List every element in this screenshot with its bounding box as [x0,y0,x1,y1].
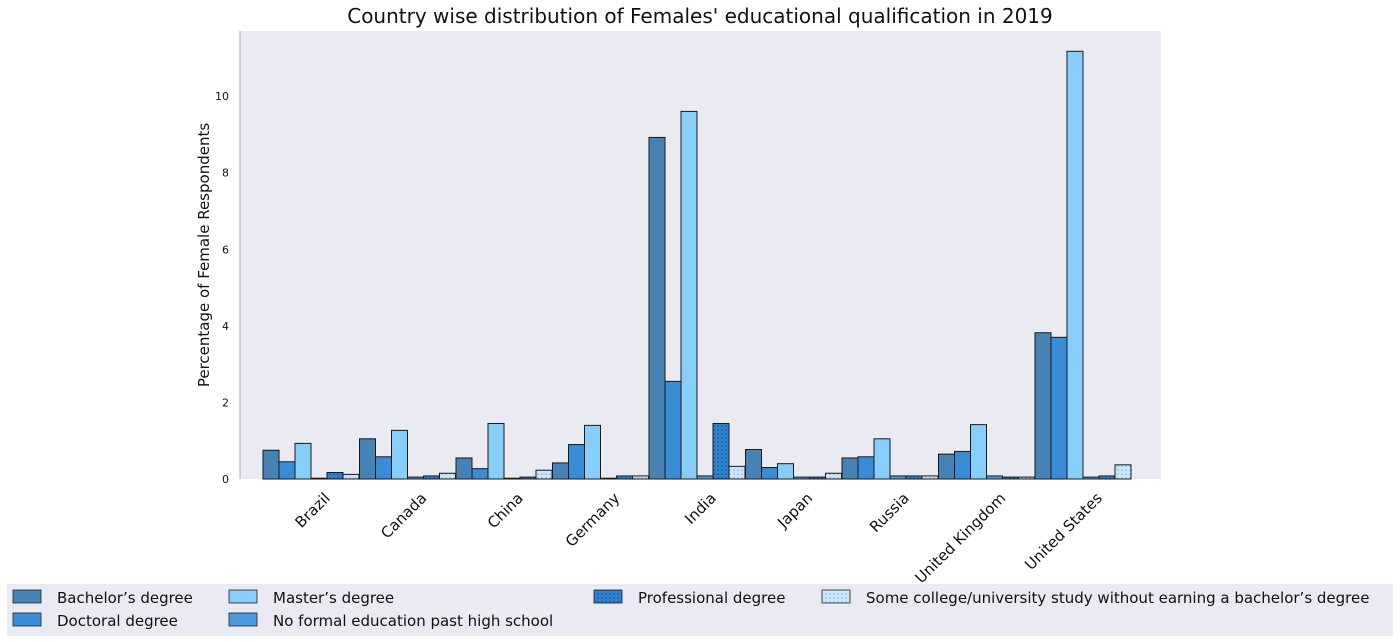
y-ticks: 0 2 4 6 8 10 [215,90,229,486]
legend-entry-bachelors: Bachelor’s degree [12,589,193,607]
bar [294,442,312,480]
y-tick-label: 4 [222,320,229,333]
bar [519,476,537,480]
bar [970,424,987,480]
x-tick-label: Germany [562,489,624,551]
x-tick-label: United Kingdom [911,489,1009,587]
bar [1002,476,1019,480]
bar [262,449,280,480]
bar [359,438,376,480]
chart-title: Country wise distribution of Females' ed… [347,4,1053,28]
x-tick-label: Japan [773,489,816,532]
x-tick-label: Brazil [292,489,334,531]
bar [568,444,585,480]
bar [535,469,553,480]
bar [375,456,392,480]
bar [921,475,939,480]
bar [326,471,344,480]
y-tick-label: 8 [222,167,229,180]
bar [825,472,842,480]
bar [873,438,891,480]
bar [841,457,859,480]
bar [423,475,440,480]
bar [905,475,923,480]
bar [600,477,617,480]
x-tick-label: Canada [377,489,430,542]
legend-entry-some-college: Some college/university study without ea… [821,589,1369,607]
bar [487,422,505,480]
bar [584,424,601,480]
bar [310,477,328,480]
bar [616,475,633,480]
legend-label-bachelors: Bachelor’s degree [57,589,193,607]
x-tick-label: India [681,489,720,528]
legend-entry-professional: Professional degree [593,589,785,607]
bar [696,475,714,480]
x-ticks: Brazil Canada China Germany India Japan Russia… [292,489,1106,587]
bar [1114,464,1132,480]
legend-swatch-some-college [821,589,851,604]
bar [745,449,762,480]
bar [857,456,875,480]
bar [986,475,1003,480]
legend-swatch-masters [228,589,258,604]
bar [1034,332,1052,480]
plot-area [240,31,1161,479]
legend-swatch-bachelors [12,589,42,604]
bar [471,468,489,480]
bar [552,462,569,480]
bar [407,476,424,480]
bar [793,476,810,480]
bar [680,110,698,480]
bar [342,473,360,480]
bar [503,477,521,480]
bar [439,472,456,480]
bar [728,465,746,480]
bar [1066,50,1084,480]
bar [1018,476,1035,480]
legend-swatch-doctoral [12,612,42,627]
y-tick-label: 0 [222,473,229,486]
legend-label-professional: Professional degree [638,589,785,607]
y-axis-label: Percentage of Female Respondents [195,123,213,388]
bar [278,461,296,480]
bar [1082,476,1100,480]
legend-label-doctoral: Doctoral degree [57,612,178,630]
bar [938,453,955,480]
y-tick-label: 6 [222,243,229,256]
legend-label-no-formal: No formal education past high school [273,612,553,630]
legend-label-some-college: Some college/university study without ea… [866,589,1369,607]
x-tick-label: Russia [866,489,913,536]
bar [648,136,666,480]
bar [761,467,778,480]
bar [712,422,730,480]
bar [777,463,794,480]
y-tick-label: 10 [215,90,229,103]
bar [954,450,971,480]
legend-entry-masters: Master’s degree [228,589,394,607]
y-tick-label: 2 [222,396,229,409]
legend-label-masters: Master’s degree [273,589,394,607]
legend-swatch-professional [593,589,623,604]
x-tick-label: China [484,489,527,532]
bar [1050,336,1068,480]
bar [1098,475,1116,480]
x-tick-label: United States [1021,489,1106,574]
bar [889,475,907,480]
legend-swatch-no-formal [228,612,258,627]
bar [632,475,649,480]
bar [455,457,473,480]
bars [262,50,1132,480]
legend-entry-no-formal: No formal education past high school [228,612,553,630]
legend-entry-doctoral: Doctoral degree [12,612,178,630]
bar [809,476,826,480]
bar [391,429,408,480]
bar [664,380,682,480]
